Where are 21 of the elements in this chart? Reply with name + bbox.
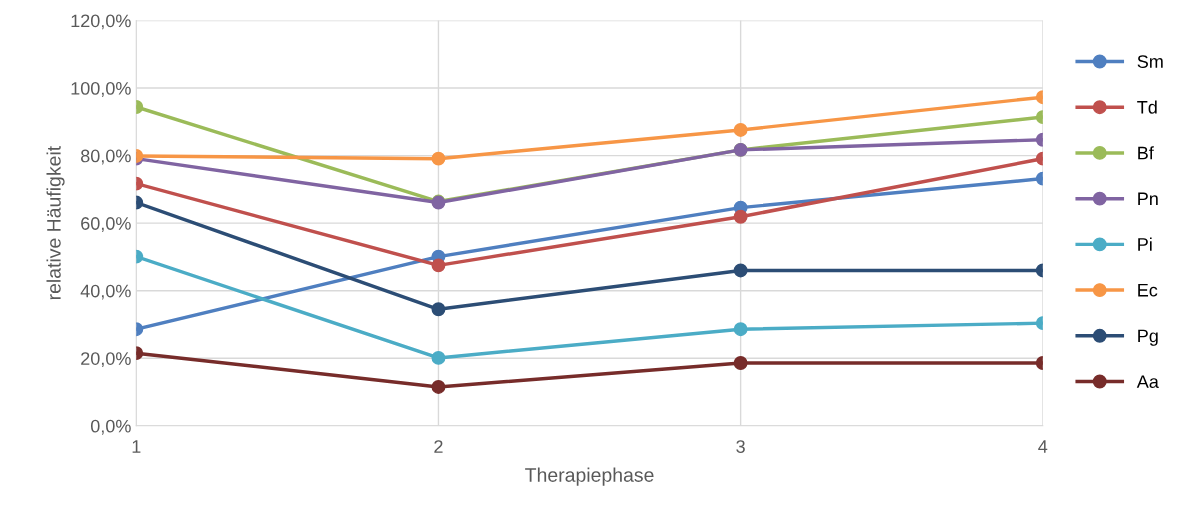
legend-label: Pg <box>1138 329 1158 346</box>
y-tick-label: 0,0% <box>90 419 131 435</box>
x-tick-label: 4 <box>1038 440 1048 453</box>
y-tick-label: 120,0% <box>71 14 131 30</box>
y-tick-label: 100,0% <box>71 82 131 97</box>
legend-label: Ec <box>1138 283 1158 297</box>
y-tick-label: 60,0% <box>81 217 131 233</box>
x-tick-label: 2 <box>434 440 443 453</box>
legend-label: Pi <box>1138 237 1152 251</box>
x-tick-label: 1 <box>132 440 141 453</box>
legend-label: Aa <box>1136 375 1159 389</box>
legend-label: Sm <box>1137 55 1163 68</box>
legend-label: Pn <box>1138 192 1158 205</box>
x-axis-title: Therapiephase <box>525 467 654 486</box>
y-tick-label: 40,0% <box>80 284 131 300</box>
y-axis-title: relative Häufigkeit <box>46 146 65 300</box>
y-tick-label: 20,0% <box>81 352 131 368</box>
legend-label: Td <box>1137 100 1157 114</box>
legend-label: Bf <box>1138 146 1154 160</box>
y-tick-label: 80,0% <box>81 149 131 165</box>
x-tick-label: 3 <box>736 440 745 453</box>
